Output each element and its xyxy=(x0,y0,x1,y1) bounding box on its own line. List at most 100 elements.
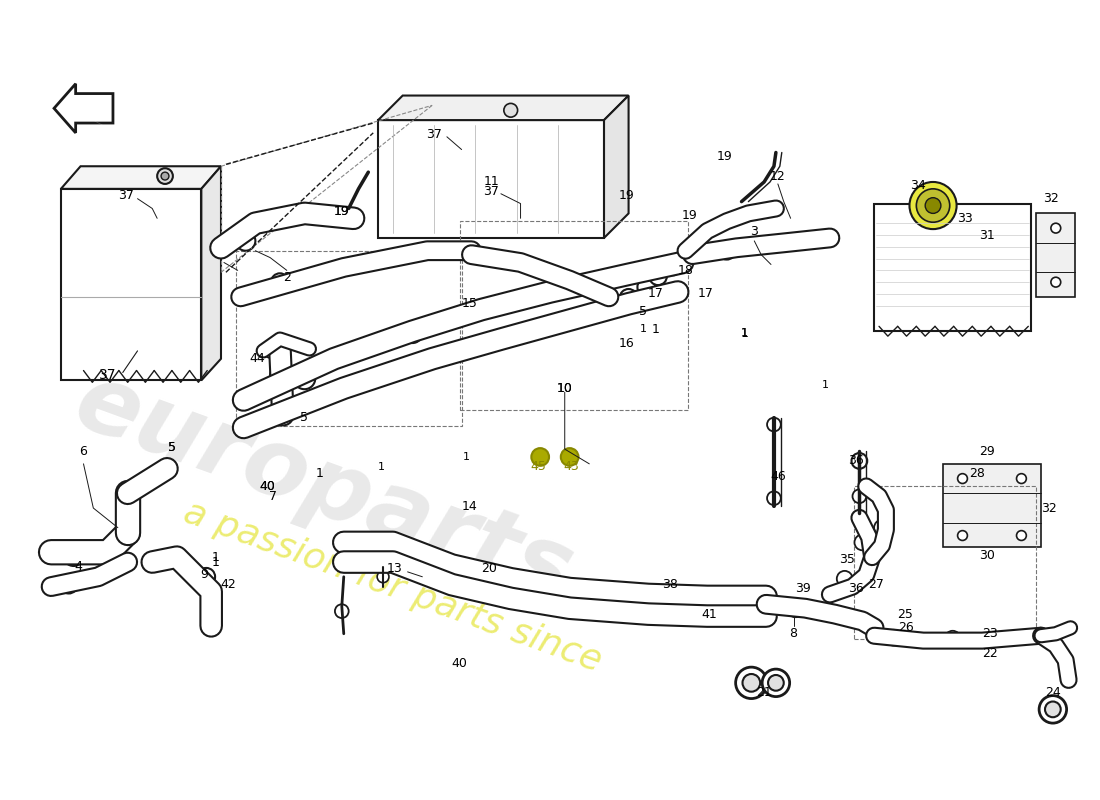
Circle shape xyxy=(945,630,960,646)
Circle shape xyxy=(916,189,949,222)
Circle shape xyxy=(668,597,688,616)
Circle shape xyxy=(609,589,628,608)
Text: 10: 10 xyxy=(557,382,573,394)
Circle shape xyxy=(561,448,579,466)
Text: 5: 5 xyxy=(168,441,176,454)
Text: 10: 10 xyxy=(557,382,573,394)
Text: 5: 5 xyxy=(639,305,647,318)
Text: 14: 14 xyxy=(462,499,477,513)
Text: 19: 19 xyxy=(618,190,635,202)
Text: 37: 37 xyxy=(426,128,442,142)
Circle shape xyxy=(138,470,157,490)
Circle shape xyxy=(767,491,781,505)
Circle shape xyxy=(649,267,667,285)
Polygon shape xyxy=(378,120,604,238)
Circle shape xyxy=(161,172,169,180)
Text: 1: 1 xyxy=(377,462,385,472)
Circle shape xyxy=(874,520,890,535)
Text: 12: 12 xyxy=(770,170,785,182)
Text: 17: 17 xyxy=(697,287,713,301)
Text: 42: 42 xyxy=(220,578,235,591)
Text: 19: 19 xyxy=(334,205,350,218)
Circle shape xyxy=(886,630,902,646)
Text: a passion for parts since: a passion for parts since xyxy=(179,495,606,678)
Circle shape xyxy=(334,604,349,618)
Circle shape xyxy=(368,542,388,562)
Polygon shape xyxy=(378,95,628,120)
Text: 13: 13 xyxy=(387,562,403,575)
Text: 19: 19 xyxy=(717,150,733,163)
Text: 37: 37 xyxy=(483,186,499,198)
Text: 37: 37 xyxy=(99,369,117,382)
Circle shape xyxy=(837,571,852,586)
Text: 37: 37 xyxy=(118,190,134,202)
Text: 16: 16 xyxy=(618,337,635,350)
Circle shape xyxy=(601,301,618,318)
Text: 38: 38 xyxy=(662,578,678,591)
Bar xyxy=(235,250,462,426)
Text: 1: 1 xyxy=(316,467,323,480)
Text: 11: 11 xyxy=(483,175,499,189)
Circle shape xyxy=(958,530,967,541)
Circle shape xyxy=(510,290,530,310)
Text: 31: 31 xyxy=(979,229,994,242)
Text: 22: 22 xyxy=(982,647,998,660)
Text: 1: 1 xyxy=(212,550,220,564)
Circle shape xyxy=(403,323,422,343)
Text: 3: 3 xyxy=(750,225,758,238)
Text: 1: 1 xyxy=(740,326,748,340)
Text: 40: 40 xyxy=(260,480,275,493)
Circle shape xyxy=(737,598,757,618)
Circle shape xyxy=(958,474,967,483)
Text: 1: 1 xyxy=(652,322,660,336)
Text: 19: 19 xyxy=(334,205,350,218)
Bar xyxy=(855,486,1036,638)
Circle shape xyxy=(531,448,549,466)
Text: 40: 40 xyxy=(452,657,468,670)
Text: 8: 8 xyxy=(790,627,798,640)
Text: 1: 1 xyxy=(212,555,220,569)
Text: 36: 36 xyxy=(848,454,865,467)
Text: 25: 25 xyxy=(898,608,913,621)
Circle shape xyxy=(718,242,736,259)
Circle shape xyxy=(235,231,255,250)
Circle shape xyxy=(690,233,705,249)
Text: 45: 45 xyxy=(530,460,547,474)
Text: 29: 29 xyxy=(979,445,994,458)
Text: 46: 46 xyxy=(770,470,785,483)
Text: 1: 1 xyxy=(463,452,470,462)
Circle shape xyxy=(786,599,804,617)
Text: europarts: europarts xyxy=(63,356,585,621)
Text: 30: 30 xyxy=(979,549,996,562)
Text: 28: 28 xyxy=(969,467,986,480)
Text: 33: 33 xyxy=(957,212,972,225)
Circle shape xyxy=(157,168,173,184)
Circle shape xyxy=(742,674,760,692)
Circle shape xyxy=(452,562,472,582)
Text: 32: 32 xyxy=(1041,502,1057,514)
Text: 5: 5 xyxy=(168,441,176,454)
Text: 43: 43 xyxy=(563,460,580,474)
Text: 7: 7 xyxy=(270,490,277,502)
Polygon shape xyxy=(1036,214,1076,297)
Polygon shape xyxy=(60,166,221,189)
Text: 21: 21 xyxy=(756,686,772,699)
Circle shape xyxy=(1050,223,1060,233)
Text: 15: 15 xyxy=(462,298,477,310)
Polygon shape xyxy=(604,95,628,238)
Circle shape xyxy=(271,366,289,386)
Circle shape xyxy=(59,576,78,594)
Circle shape xyxy=(294,367,316,389)
Polygon shape xyxy=(201,166,221,380)
Circle shape xyxy=(197,568,216,586)
Text: 2: 2 xyxy=(283,270,290,284)
Circle shape xyxy=(63,544,85,566)
Text: 24: 24 xyxy=(1045,686,1060,699)
Text: 34: 34 xyxy=(911,179,926,192)
Circle shape xyxy=(767,418,781,431)
Text: 27: 27 xyxy=(868,578,884,591)
Text: 1: 1 xyxy=(822,380,828,390)
Circle shape xyxy=(736,667,767,698)
Circle shape xyxy=(768,675,784,690)
Circle shape xyxy=(530,577,550,597)
